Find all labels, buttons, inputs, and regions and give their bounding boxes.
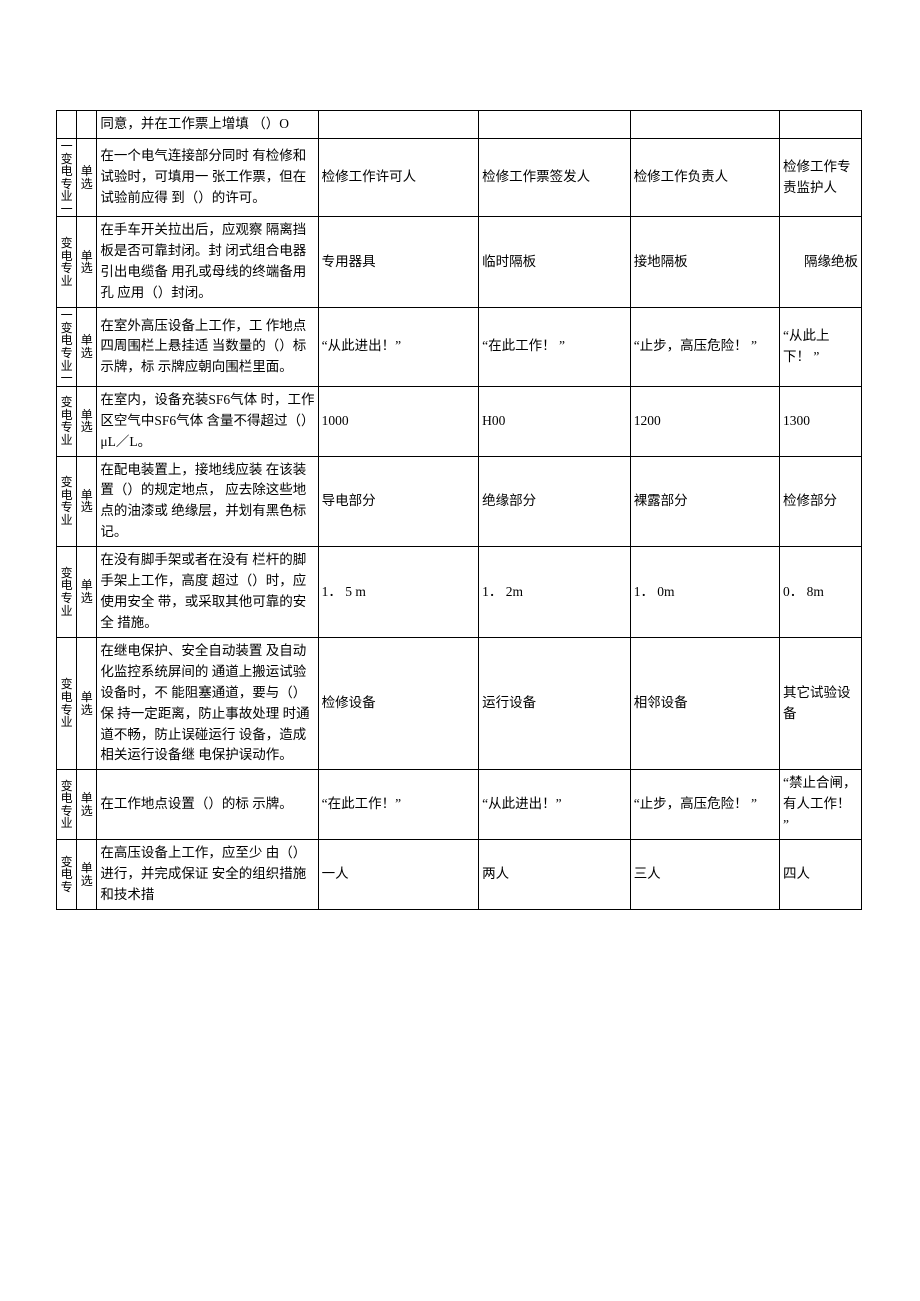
- type-cell: 单选: [77, 840, 97, 910]
- table-row: 一变电专业一单选在一个电气连接部分同时 有检修和试验时，可填用一 张工作票，但在…: [57, 138, 862, 217]
- option-c-cell: 相邻设备: [630, 637, 779, 770]
- option-b-cell: “在此工作！ ”: [479, 308, 631, 387]
- option-a-cell: 专用器具: [318, 217, 479, 308]
- type-cell: 单选: [77, 138, 97, 217]
- question-table: 同意，并在工作票上增填 （）O一变电专业一单选在一个电气连接部分同时 有检修和试…: [56, 110, 862, 910]
- option-a-cell: “从此进出！”: [318, 308, 479, 387]
- option-a-cell: 检修设备: [318, 637, 479, 770]
- question-cell: 在室外高压设备上工作，工 作地点四周围栏上悬挂适 当数量的（）标示牌，标 示牌应…: [97, 308, 318, 387]
- question-cell: 在配电装置上，接地线应装 在该装置（）的规定地点， 应去除这些地点的油漆或 绝缘…: [97, 456, 318, 547]
- option-a-cell: 1000: [318, 386, 479, 456]
- option-a-cell: 一人: [318, 840, 479, 910]
- question-cell: 同意，并在工作票上增填 （）O: [97, 111, 318, 139]
- question-cell: 在手车开关拉出后，应观察 隔离挡板是否可靠封闭。封 闭式组合电器引出电缆备 用孔…: [97, 217, 318, 308]
- option-c-cell: 三人: [630, 840, 779, 910]
- question-cell: 在一个电气连接部分同时 有检修和试验时，可填用一 张工作票，但在试验前应得 到（…: [97, 138, 318, 217]
- category-cell: 变电专: [57, 840, 77, 910]
- category-cell: 变电专业: [57, 770, 77, 840]
- category-cell: 变电专业: [57, 386, 77, 456]
- table-row: 变电专业单选在室内，设备充装SF6气体 时，工作区空气中SF6气体 含量不得超过…: [57, 386, 862, 456]
- category-cell: 变电专业: [57, 637, 77, 770]
- option-b-cell: H00: [479, 386, 631, 456]
- type-cell: 单选: [77, 770, 97, 840]
- option-b-cell: 运行设备: [479, 637, 631, 770]
- option-c-cell: 裸露部分: [630, 456, 779, 547]
- type-cell: 单选: [77, 308, 97, 387]
- question-cell: 在高压设备上工作，应至少 由（）进行，并完成保证 安全的组织措施和技术措: [97, 840, 318, 910]
- option-c-cell: “止步，高压危险！ ”: [630, 308, 779, 387]
- type-cell: 单选: [77, 637, 97, 770]
- option-a-cell: “在此工作！”: [318, 770, 479, 840]
- type-cell: 单选: [77, 217, 97, 308]
- option-b-cell: 检修工作票签发人: [479, 138, 631, 217]
- question-cell: 在继电保护、安全自动装置 及自动化监控系统屏间的 通道上搬运试验设备时，不 能阻…: [97, 637, 318, 770]
- category-cell: 变电专业: [57, 547, 77, 638]
- option-a-cell: 1． 5 m: [318, 547, 479, 638]
- option-d-cell: 检修工作专责监护人: [780, 138, 862, 217]
- question-cell: 在工作地点设置（）的标 示牌。: [97, 770, 318, 840]
- table-row: 变电专业单选在配电装置上，接地线应装 在该装置（）的规定地点， 应去除这些地点的…: [57, 456, 862, 547]
- option-d-cell: 其它试验设备: [780, 637, 862, 770]
- option-d-cell: 检修部分: [780, 456, 862, 547]
- category-cell: 一变电专业一: [57, 308, 77, 387]
- table-row: 变电专业单选在继电保护、安全自动装置 及自动化监控系统屏间的 通道上搬运试验设备…: [57, 637, 862, 770]
- table-row: 一变电专业一单选在室外高压设备上工作，工 作地点四周围栏上悬挂适 当数量的（）标…: [57, 308, 862, 387]
- option-d-cell: 隔缘绝板: [780, 217, 862, 308]
- table-row: 变电专单选在高压设备上工作，应至少 由（）进行，并完成保证 安全的组织措施和技术…: [57, 840, 862, 910]
- category-cell: 变电专业: [57, 456, 77, 547]
- option-b-cell: [479, 111, 631, 139]
- option-a-cell: 检修工作许可人: [318, 138, 479, 217]
- type-cell: 单选: [77, 386, 97, 456]
- type-cell: 单选: [77, 456, 97, 547]
- option-b-cell: 两人: [479, 840, 631, 910]
- option-d-cell: 四人: [780, 840, 862, 910]
- type-cell: [77, 111, 97, 139]
- option-c-cell: 1． 0m: [630, 547, 779, 638]
- table-row: 同意，并在工作票上增填 （）O: [57, 111, 862, 139]
- table-row: 变电专业单选在手车开关拉出后，应观察 隔离挡板是否可靠封闭。封 闭式组合电器引出…: [57, 217, 862, 308]
- option-b-cell: 临时隔板: [479, 217, 631, 308]
- option-b-cell: 1． 2m: [479, 547, 631, 638]
- option-a-cell: [318, 111, 479, 139]
- option-c-cell: “止步，高压危险！ ”: [630, 770, 779, 840]
- type-cell: 单选: [77, 547, 97, 638]
- option-d-cell: 0． 8m: [780, 547, 862, 638]
- option-c-cell: 1200: [630, 386, 779, 456]
- option-c-cell: 接地隔板: [630, 217, 779, 308]
- option-b-cell: 绝缘部分: [479, 456, 631, 547]
- table-row: 变电专业单选在工作地点设置（）的标 示牌。“在此工作！”“从此进出！”“止步，高…: [57, 770, 862, 840]
- option-b-cell: “从此进出！”: [479, 770, 631, 840]
- option-d-cell: 1300: [780, 386, 862, 456]
- option-a-cell: 导电部分: [318, 456, 479, 547]
- table-row: 变电专业单选在没有脚手架或者在没有 栏杆的脚手架上工作，高度 超过（）时，应使用…: [57, 547, 862, 638]
- option-d-cell: “禁止合闸，有人工作！ ”: [780, 770, 862, 840]
- option-c-cell: [630, 111, 779, 139]
- category-cell: 一变电专业一: [57, 138, 77, 217]
- question-cell: 在室内，设备充装SF6气体 时，工作区空气中SF6气体 含量不得超过（） μL／…: [97, 386, 318, 456]
- category-cell: 变电专业: [57, 217, 77, 308]
- option-c-cell: 检修工作负责人: [630, 138, 779, 217]
- option-d-cell: [780, 111, 862, 139]
- category-cell: [57, 111, 77, 139]
- option-d-cell: “从此上 下！ ”: [780, 308, 862, 387]
- question-cell: 在没有脚手架或者在没有 栏杆的脚手架上工作，高度 超过（）时，应使用安全 带，或…: [97, 547, 318, 638]
